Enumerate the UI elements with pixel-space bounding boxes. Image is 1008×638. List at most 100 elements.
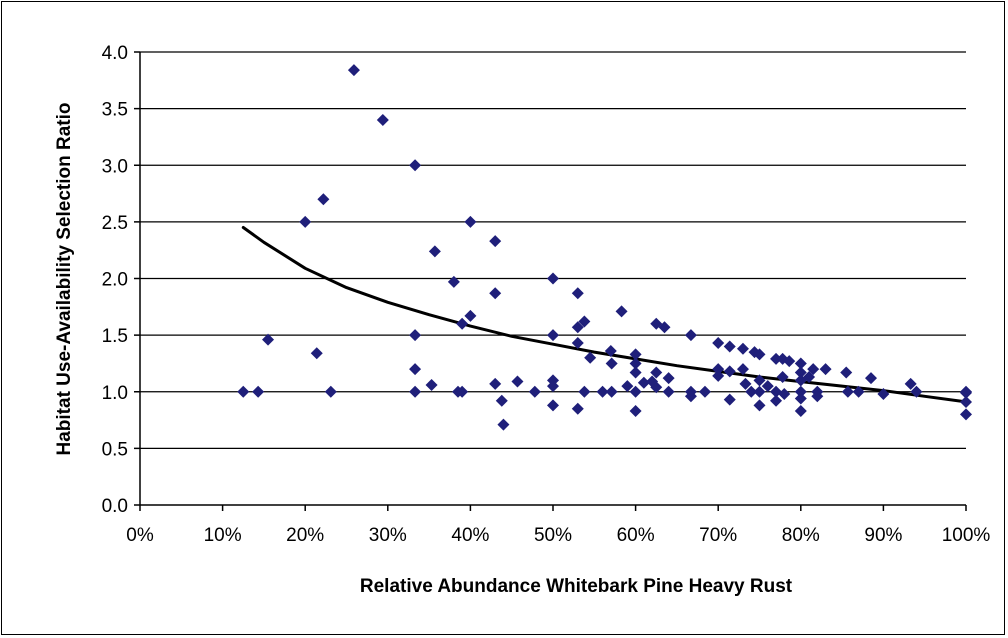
y-tick-label-4: 2.0 bbox=[102, 270, 128, 291]
data-point-98 bbox=[841, 385, 854, 398]
y-tick-label-1: 0.5 bbox=[102, 439, 128, 460]
data-point-77 bbox=[753, 399, 766, 412]
data-point-76 bbox=[753, 385, 766, 398]
x-tick-label-4: 40% bbox=[451, 525, 489, 546]
data-point-40 bbox=[596, 385, 609, 398]
data-point-29 bbox=[547, 329, 559, 342]
data-point-27 bbox=[528, 385, 541, 398]
trendline bbox=[241, 226, 968, 404]
y-tick-label-6: 3.0 bbox=[102, 156, 128, 177]
data-point-2 bbox=[262, 333, 275, 346]
data-point-58 bbox=[662, 385, 675, 398]
data-point-74 bbox=[753, 348, 766, 361]
data-point-99 bbox=[852, 385, 865, 398]
data-point-32 bbox=[547, 399, 559, 412]
gridlines bbox=[140, 51, 966, 449]
data-point-48 bbox=[629, 366, 642, 379]
data-point-55 bbox=[650, 381, 663, 394]
x-tick-label-10: 100% bbox=[942, 525, 991, 546]
y-tick-label-3: 1.5 bbox=[102, 326, 128, 347]
data-point-10 bbox=[409, 329, 422, 342]
data-point-81 bbox=[770, 394, 783, 407]
data-point-75 bbox=[753, 374, 766, 387]
data-point-67 bbox=[723, 365, 736, 378]
data-point-28 bbox=[547, 272, 559, 285]
data-point-97 bbox=[840, 366, 853, 379]
data-point-15 bbox=[447, 275, 460, 288]
y-tick-label-8: 4.0 bbox=[102, 43, 128, 64]
data-point-96 bbox=[819, 363, 832, 376]
data-point-45 bbox=[621, 380, 634, 393]
data-point-68 bbox=[723, 393, 736, 406]
data-point-23 bbox=[489, 377, 502, 390]
data-point-100 bbox=[865, 372, 878, 385]
data-point-19 bbox=[464, 215, 477, 228]
data-point-56 bbox=[658, 321, 671, 334]
data-point-34 bbox=[571, 321, 584, 334]
data-point-17 bbox=[456, 385, 469, 398]
data-point-63 bbox=[712, 337, 725, 350]
data-point-90 bbox=[794, 392, 807, 405]
x-tick-label-1: 10% bbox=[204, 525, 242, 546]
data-point-65 bbox=[712, 369, 725, 382]
data-point-42 bbox=[605, 357, 618, 370]
x-tick-label-9: 90% bbox=[864, 525, 902, 546]
data-point-18 bbox=[456, 317, 469, 330]
data-point-64 bbox=[712, 363, 725, 376]
data-point-69 bbox=[736, 342, 749, 355]
data-point-7 bbox=[347, 64, 360, 77]
x-axis-ticks: 0% 10% 20% 30% 40% 50% 60% 70% 80% 90% 100% bbox=[126, 505, 990, 546]
data-point-59 bbox=[684, 329, 697, 342]
x-tick-label-8: 80% bbox=[782, 525, 820, 546]
x-tick-label-7: 70% bbox=[699, 525, 737, 546]
data-point-21 bbox=[489, 235, 502, 248]
x-tick-label-3: 30% bbox=[369, 525, 407, 546]
x-axis-title: Relative Abundance Whitebark Pine Heavy … bbox=[360, 576, 793, 597]
data-point-41 bbox=[604, 344, 617, 357]
data-point-12 bbox=[409, 385, 422, 398]
data-point-86 bbox=[794, 357, 807, 370]
data-point-39 bbox=[584, 351, 597, 364]
data-point-106 bbox=[960, 395, 972, 408]
data-point-79 bbox=[770, 352, 783, 365]
data-point-6 bbox=[324, 385, 337, 398]
x-tick-label-5: 50% bbox=[534, 525, 572, 546]
data-point-54 bbox=[650, 366, 663, 379]
y-axis-ticks: 0.0 0.5 1.0 1.5 2.0 2.5 3.0 3.5 4.0 bbox=[102, 43, 140, 517]
data-point-61 bbox=[684, 390, 697, 403]
x-tick-label-0: 0% bbox=[126, 525, 154, 546]
data-point-22 bbox=[489, 287, 502, 300]
data-point-103 bbox=[910, 385, 923, 398]
data-point-95 bbox=[811, 390, 824, 403]
data-point-72 bbox=[745, 385, 758, 398]
y-tick-label-5: 2.5 bbox=[102, 213, 128, 234]
y-tick-label-0: 0.0 bbox=[102, 496, 128, 517]
data-point-24 bbox=[495, 394, 508, 407]
data-point-43 bbox=[605, 385, 618, 398]
data-point-44 bbox=[615, 305, 628, 318]
data-point-83 bbox=[776, 371, 789, 384]
data-point-102 bbox=[904, 377, 917, 390]
data-point-89 bbox=[794, 385, 807, 398]
data-point-9 bbox=[409, 159, 422, 172]
data-point-14 bbox=[428, 245, 441, 258]
y-tick-label-7: 3.5 bbox=[102, 100, 128, 121]
data-point-3 bbox=[299, 215, 312, 228]
data-point-71 bbox=[739, 377, 752, 390]
data-point-0 bbox=[237, 385, 250, 398]
data-point-91 bbox=[794, 405, 807, 418]
data-point-33 bbox=[571, 287, 584, 300]
data-point-57 bbox=[662, 372, 675, 385]
x-tick-label-6: 60% bbox=[617, 525, 655, 546]
data-point-87 bbox=[794, 366, 807, 379]
data-point-107 bbox=[960, 408, 972, 421]
data-point-62 bbox=[698, 385, 711, 398]
data-point-105 bbox=[960, 386, 972, 399]
data-point-25 bbox=[497, 418, 510, 431]
data-point-66 bbox=[723, 340, 736, 353]
data-point-93 bbox=[807, 363, 820, 376]
data-point-31 bbox=[547, 380, 559, 393]
data-point-26 bbox=[511, 375, 524, 388]
